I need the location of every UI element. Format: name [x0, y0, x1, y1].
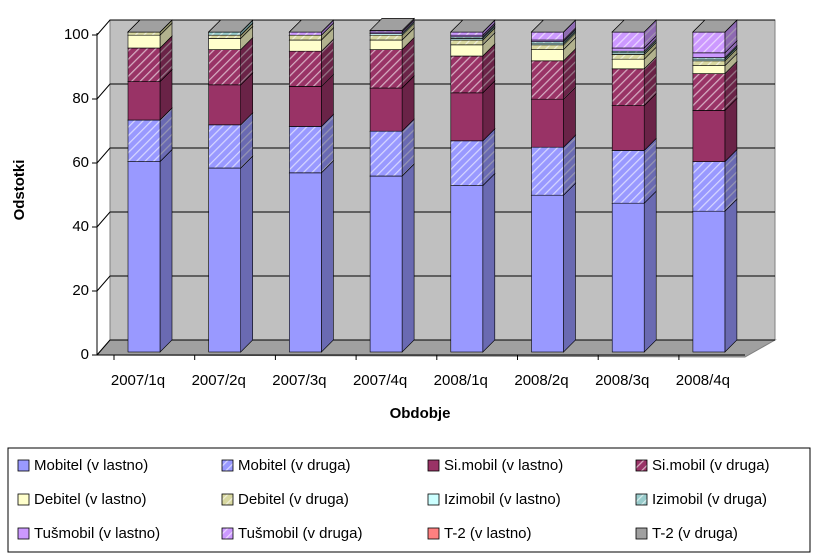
legend-swatch — [635, 527, 648, 540]
legend-label: Izimobil (v lastno) — [444, 491, 561, 508]
bar-segment — [288, 19, 335, 33]
y-axis-title: Odstotki — [11, 160, 28, 221]
x-tick-label: 2008/4q — [676, 372, 730, 389]
legend-swatch — [427, 459, 440, 472]
bar-segment — [450, 172, 496, 353]
bar-segment — [207, 155, 254, 353]
x-tick-label: 2008/1q — [434, 372, 488, 389]
legend — [7, 447, 811, 553]
legend-label: Debitel (v lastno) — [34, 491, 147, 508]
bar-segment — [450, 19, 496, 33]
legend-label: Mobitel (v lastno) — [34, 457, 148, 474]
bar-segment — [692, 19, 738, 33]
legend-label: Si.mobil (v druga) — [652, 457, 770, 474]
x-tick-label: 2007/2q — [192, 372, 246, 389]
x-tick-label: 2008/3q — [595, 372, 649, 389]
x-tick-label: 2007/4q — [353, 372, 407, 389]
legend-swatch — [17, 493, 30, 506]
x-axis-title: Obdobje — [390, 405, 451, 422]
bar-segment — [288, 160, 335, 353]
bar-segment — [611, 190, 657, 353]
legend-label: Tušmobil (v druga) — [238, 525, 362, 542]
bar-segment — [127, 19, 173, 33]
bar-segment — [369, 18, 415, 31]
legend-swatch — [221, 527, 234, 540]
legend-label: Si.mobil (v lastno) — [444, 457, 563, 474]
legend-swatch — [427, 527, 440, 540]
bar-segment — [369, 163, 415, 353]
legend-label: Debitel (v druga) — [238, 491, 349, 508]
y-tick-label: 60 — [72, 154, 89, 171]
x-tick-label: 2007/3q — [272, 372, 326, 389]
legend-label: T-2 (v lastno) — [444, 525, 532, 542]
bar-segment — [611, 19, 657, 33]
legend-swatch — [17, 459, 30, 472]
bar-segment — [530, 182, 577, 353]
x-tick-label: 2008/2q — [514, 372, 568, 389]
x-tick-label: 2007/1q — [111, 372, 165, 389]
bar-segment — [692, 148, 738, 212]
legend-label: Mobitel (v druga) — [238, 457, 351, 474]
legend-swatch — [221, 493, 234, 506]
legend-label: T-2 (v druga) — [652, 525, 738, 542]
bar-segment — [692, 198, 738, 353]
bar-segment — [127, 148, 173, 353]
legend-label: Izimobil (v druga) — [652, 491, 767, 508]
y-tick-label: 0 — [81, 346, 89, 363]
legend-label: Tušmobil (v lastno) — [34, 525, 160, 542]
bar-segment — [530, 19, 577, 33]
y-tick-label: 20 — [72, 282, 89, 299]
y-tick-label: 100 — [64, 26, 89, 43]
legend-swatch — [635, 459, 648, 472]
legend-swatch — [635, 493, 648, 506]
legend-swatch — [17, 527, 30, 540]
bar-segment — [530, 86, 577, 148]
floor — [95, 339, 777, 358]
legend-swatch — [221, 459, 234, 472]
bar-segment — [207, 19, 254, 33]
legend-swatch — [427, 493, 440, 506]
y-tick-label: 80 — [72, 90, 89, 107]
y-tick-label: 40 — [72, 218, 89, 235]
